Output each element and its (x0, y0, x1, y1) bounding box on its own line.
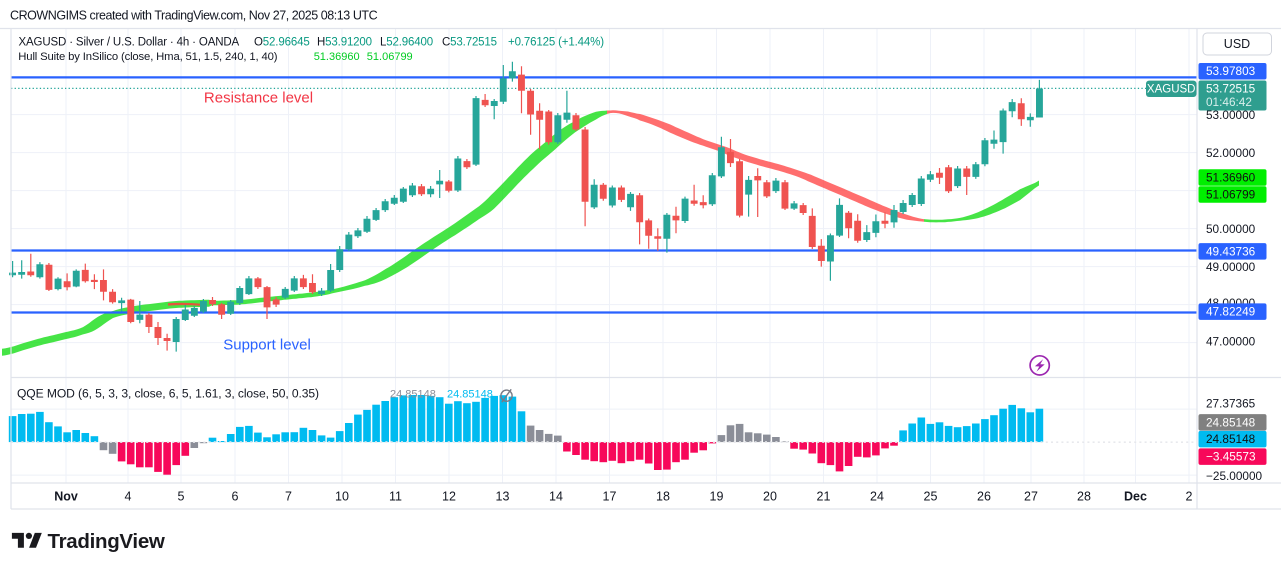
svg-text:XAGUSD · Silver / U.S. Dollar: XAGUSD · Silver / U.S. Dollar · 4h · OAN… (19, 37, 240, 49)
svg-text:52.00000: 52.00000 (1206, 146, 1256, 160)
svg-text:QQE MOD (6, 5, 3, 3, close, 6,: QQE MOD (6, 5, 3, 3, close, 6, 5, 1.61, … (17, 387, 319, 401)
svg-text:26: 26 (977, 490, 991, 504)
svg-text:27: 27 (1024, 490, 1038, 504)
svg-text:O52.96645: O52.96645 (254, 37, 310, 49)
svg-text:24.85148: 24.85148 (390, 389, 436, 401)
svg-text:53.00000: 53.00000 (1206, 108, 1256, 122)
svg-text:27.37365: 27.37365 (1206, 396, 1256, 410)
svg-text:51.06799: 51.06799 (1206, 188, 1255, 202)
svg-text:51.36960: 51.36960 (314, 51, 360, 63)
svg-text:−3.45573: −3.45573 (1206, 450, 1256, 464)
svg-text:12: 12 (442, 490, 456, 504)
svg-text:49.43736: 49.43736 (1206, 244, 1256, 258)
svg-text:5: 5 (178, 490, 185, 504)
svg-text:20: 20 (763, 490, 777, 504)
svg-text:+0.76125 (+1.44%): +0.76125 (+1.44%) (508, 37, 604, 49)
svg-text:USD: USD (1224, 37, 1250, 51)
svg-text:CROWNGIMS created with Trading: CROWNGIMS created with TradingView.com, … (10, 9, 378, 23)
svg-text:H53.91200: H53.91200 (317, 37, 372, 49)
svg-text:47.82249: 47.82249 (1206, 305, 1255, 319)
svg-text:2: 2 (1186, 490, 1193, 504)
svg-text:4: 4 (125, 490, 132, 504)
svg-text:21: 21 (817, 490, 831, 504)
svg-text:19: 19 (710, 490, 724, 504)
svg-text:24.85148: 24.85148 (447, 389, 493, 401)
svg-text:XAGUSD: XAGUSD (1147, 84, 1196, 96)
svg-text:49.00000: 49.00000 (1206, 260, 1256, 274)
svg-text:24: 24 (870, 490, 884, 504)
svg-text:C53.72515: C53.72515 (442, 37, 497, 49)
svg-text:Nov: Nov (54, 490, 78, 504)
svg-text:24.85148: 24.85148 (1206, 415, 1256, 429)
svg-text:11: 11 (389, 490, 402, 504)
svg-text:01:46:42: 01:46:42 (1206, 95, 1252, 109)
svg-text:10: 10 (335, 490, 349, 504)
svg-text:24.85148: 24.85148 (1206, 432, 1256, 446)
svg-text:−25.00000: −25.00000 (1206, 469, 1263, 483)
svg-text:53.97803: 53.97803 (1206, 64, 1256, 78)
svg-text:14: 14 (549, 490, 563, 504)
svg-text:50.00000: 50.00000 (1206, 222, 1256, 236)
svg-text:Support level: Support level (223, 337, 311, 354)
svg-text:53.72515: 53.72515 (1206, 82, 1256, 96)
svg-text:18: 18 (656, 490, 670, 504)
svg-text:Resistance level: Resistance level (204, 90, 313, 107)
svg-text:28: 28 (1077, 490, 1091, 504)
svg-text:L52.96400: L52.96400 (380, 37, 433, 49)
svg-text:Dec: Dec (1124, 490, 1147, 504)
svg-text:13: 13 (496, 490, 510, 504)
svg-text:7: 7 (285, 490, 292, 504)
svg-text:25: 25 (924, 490, 938, 504)
svg-text:TradingView: TradingView (48, 530, 165, 553)
svg-text:17: 17 (603, 490, 617, 504)
svg-text:6: 6 (232, 490, 239, 504)
svg-text:51.06799: 51.06799 (367, 51, 413, 63)
svg-text:51.36960: 51.36960 (1206, 171, 1256, 185)
svg-text:47.00000: 47.00000 (1206, 335, 1256, 349)
svg-text:Hull Suite by InSilico (close,: Hull Suite by InSilico (close, Hma, 51, … (18, 51, 277, 63)
